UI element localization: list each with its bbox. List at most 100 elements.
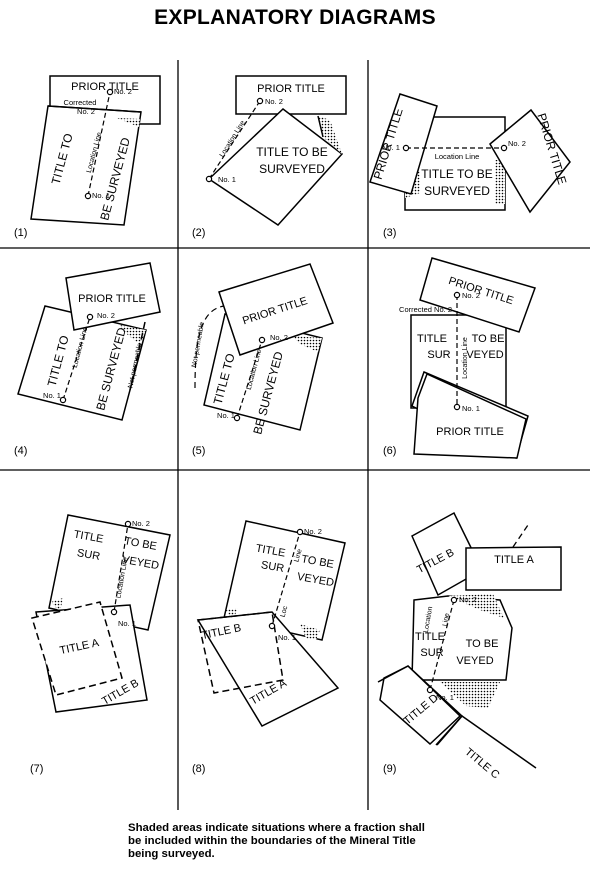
panel4-post-1 — [59, 396, 67, 404]
panel9-title-c-edge — [435, 715, 537, 769]
panel4-no1-label: No. 1 — [43, 391, 61, 400]
panel8-no2-label: No. 2 — [304, 527, 322, 536]
panel8-title-surveyed — [223, 520, 346, 641]
panel6-prior-title-bottom-label: PRIOR TITLE — [436, 426, 504, 438]
panel-number-5: (5) — [192, 445, 205, 457]
panel5-not-permeable-line — [194, 305, 225, 389]
panel7-title-label: TITLE — [73, 529, 105, 546]
panel7-title-surveyed — [48, 514, 171, 631]
panel3-shaded-right — [495, 160, 505, 204]
panel8-loc-label: Loc — [280, 605, 290, 618]
panel5-shaded-area — [292, 336, 322, 352]
panel2-post-1 — [205, 175, 213, 183]
panel1-prior-title-label: PRIOR TITLE — [71, 81, 139, 93]
panel2-shaded-area — [318, 116, 342, 154]
panel1-no1-label: No. 1 — [92, 191, 110, 200]
panel6-no2-label: No. 2 — [462, 291, 480, 300]
panel5-not-permeable-label: Not permeable — [191, 321, 206, 368]
panel9-title-a-extension — [512, 524, 529, 548]
panel3-title-to-be-label: TITLE TO BE — [421, 167, 493, 181]
panel8-title-label: TITLE — [255, 543, 287, 560]
panel8-no1-label: No. 1 — [278, 633, 296, 642]
panel6-prior-title-top — [419, 257, 536, 333]
panel1-shaded-area — [117, 118, 140, 127]
panel9-shaded-bottom — [440, 682, 500, 708]
panel2-prior-title-label: PRIOR TITLE — [257, 83, 325, 95]
panel8-sur-label: SUR — [260, 559, 285, 575]
panel6-sur-label: SUR — [427, 349, 450, 361]
panel6-no1-label: No. 1 — [462, 404, 480, 413]
panel4-post-2 — [86, 313, 94, 321]
panel6-to-be-label: TO BE — [472, 333, 505, 345]
panel9-line-label: Line — [442, 613, 451, 627]
page-title: EXPLANATORY DIAGRAMS — [154, 6, 436, 29]
panel9-no1-label: No. 1 — [436, 693, 454, 702]
panel9-post-2 — [450, 596, 458, 604]
panel7-shaded-left — [51, 598, 63, 612]
panel6-post-1 — [453, 403, 461, 411]
panel9-shaded-top — [448, 594, 504, 618]
panel5-no2-label: No. 2 — [270, 333, 288, 342]
panel3-no1-label: No. 1 — [382, 143, 400, 152]
panel1-post-1 — [84, 192, 92, 200]
panel2-post-2 — [256, 97, 264, 105]
panel-number-9: (9) — [383, 763, 396, 775]
panel8-title-b — [197, 611, 284, 694]
panel1-top-edge — [47, 105, 142, 113]
panel-number-2: (2) — [192, 227, 205, 239]
grid-lines — [0, 60, 590, 810]
panel9-sur-label: SUR — [420, 647, 443, 659]
panel9-title-c-label: TITLE C — [462, 746, 501, 782]
panel8-post-1 — [268, 622, 276, 630]
panel3-location-line-label: Location Line — [435, 152, 480, 161]
panel-number-3: (3) — [383, 227, 396, 239]
panel3-prior-title-right — [489, 108, 571, 214]
panel2-prior-title — [235, 75, 347, 115]
panel6-location-line-label: Location Line — [462, 337, 469, 379]
panel-number-6: (6) — [383, 445, 396, 457]
panel7-title-a — [31, 601, 123, 696]
panel6-title-label: TITLE — [417, 333, 447, 345]
panel2-shade-edge — [317, 115, 324, 138]
panel3-surveyed-label: SURVEYED — [424, 184, 490, 198]
panel-number-7: (7) — [30, 763, 43, 775]
panel6-corrected-no2-label: Corrected No. 2 — [399, 305, 452, 314]
panel7-to-be-label: TO BE — [123, 535, 157, 553]
panel8-to-be-label: TO BE — [300, 553, 334, 571]
panel9-no2-label: No. 2 — [459, 595, 477, 604]
panel7-sur-label: SUR — [76, 547, 101, 563]
panel1-no2-label: No. 2 — [114, 87, 132, 96]
panel9-veyed-label: VEYED — [456, 655, 493, 667]
panel7-post-1 — [110, 608, 118, 616]
panel4-not-permeable-line — [129, 321, 146, 391]
panel-number-1: (1) — [14, 227, 27, 239]
panel6-prior-title-bottom — [413, 372, 527, 459]
panel3-post-2 — [500, 144, 508, 152]
panel6-post-2 — [453, 291, 461, 299]
panel8-location-line — [271, 531, 301, 627]
panel3-prior-title-left — [369, 93, 438, 195]
panel4-prior-title — [65, 262, 161, 331]
panel5-post-2 — [258, 336, 266, 344]
caption: Shaded areas indicate situations where a… — [128, 822, 425, 860]
panel5-location-line — [236, 339, 263, 419]
panel-number-4: (4) — [14, 445, 27, 457]
panel2-surveyed-label: SURVEYED — [259, 162, 325, 176]
panel8-shaded-right — [300, 624, 320, 640]
panel1-corrected-label: Corrected — [64, 98, 97, 107]
panel5-post-1 — [233, 414, 241, 422]
panel4-prior-title-label: PRIOR TITLE — [78, 293, 146, 305]
panel3-no2-label: No. 2 — [508, 139, 526, 148]
panel9-to-be-label: TO BE — [466, 638, 499, 650]
panel7-no1-label: No. 1 — [118, 619, 136, 628]
panel4-shaded-area — [120, 325, 146, 345]
panel-number-8: (8) — [192, 763, 205, 775]
panel7-no2-label: No. 2 — [132, 519, 150, 528]
panel9-title-label: TITLE — [415, 631, 445, 643]
panel6-veyed-label: VEYED — [466, 349, 503, 361]
panel4-no2-label: No. 2 — [97, 311, 115, 320]
panel8-shaded-left — [226, 608, 238, 622]
panel5-prior-title — [218, 263, 334, 356]
panel9-title-a-label: TITLE A — [494, 554, 534, 566]
